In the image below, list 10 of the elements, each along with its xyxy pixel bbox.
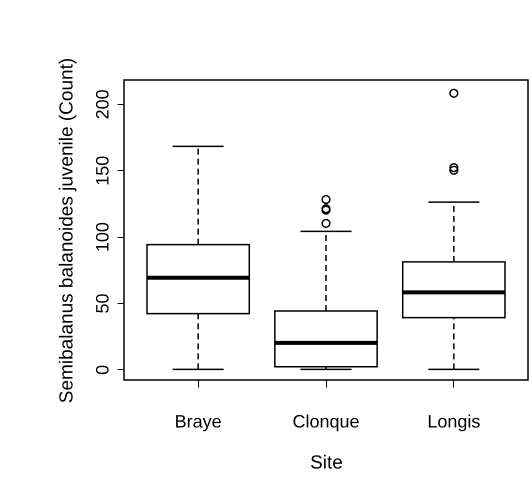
y-tick-label: 150 — [92, 156, 112, 186]
y-tick-label: 100 — [92, 222, 112, 252]
y-tick-label: 50 — [92, 293, 112, 314]
y-axis-title: Semibalanus balanoides juvenile (Count) — [56, 58, 78, 404]
x-tick-label: Braye — [174, 412, 222, 432]
x-tick-label: Clonque — [292, 412, 360, 432]
y-tick-label: 0 — [92, 364, 112, 375]
x-axis-title: Site — [310, 452, 343, 474]
y-tick-label: 200 — [92, 89, 112, 120]
x-tick-label: Longis — [427, 412, 480, 432]
